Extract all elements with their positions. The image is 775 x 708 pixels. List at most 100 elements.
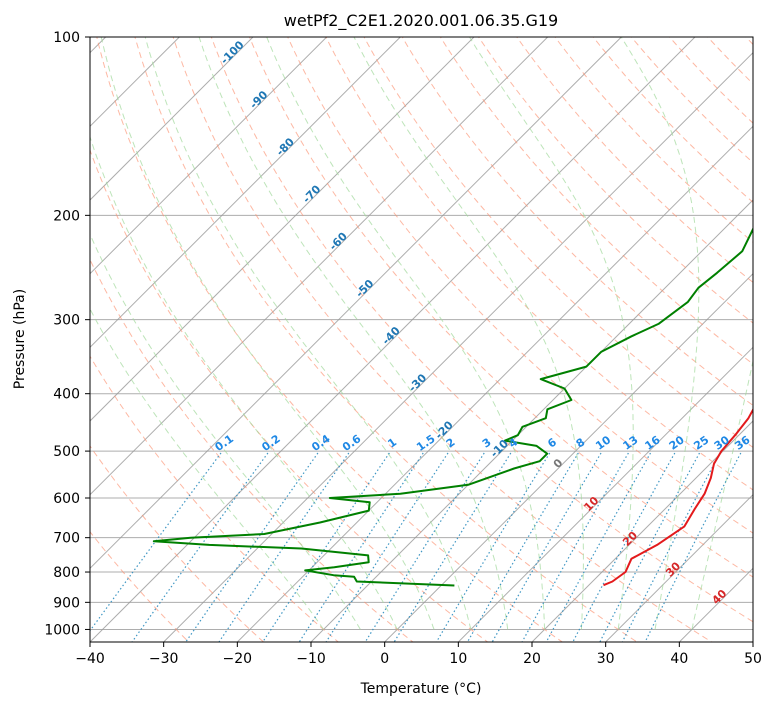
isotherm-label: -60 [327,230,350,253]
x-axis-title: Temperature (°C) [360,681,482,697]
isotherm-label: 30 [663,559,683,579]
isotherm-line [90,37,622,570]
mixing-ratio-line [572,452,676,642]
dry-adiabat-line [439,37,753,365]
isotherm-line [678,567,753,642]
mixing-ratio-line [131,452,269,642]
dry-adiabat-line [90,148,489,642]
x-tick-label: −20 [223,651,253,667]
dry-adiabat-line [745,37,753,46]
isotherm-label: -40 [380,324,403,347]
isotherm-line [163,51,753,642]
moist-adiabat-line [100,37,435,630]
moist-adiabat-line [620,37,700,630]
dewpoint-profile-line [152,226,753,587]
mixing-ratio-line [521,452,629,642]
dry-adiabat-line [90,445,265,642]
moist-adiabat-line [353,37,584,630]
mixing-ratio-line [435,452,551,642]
mixing-ratio-line [621,452,721,642]
y-tick-label: 700 [53,531,80,547]
plot-frame [89,36,754,643]
isotherm-line [90,37,549,496]
moist-adiabat-line [90,135,398,630]
isotherm-line [90,37,254,201]
y-tick-label: 200 [53,208,80,224]
x-tick-label: −10 [296,651,326,667]
dry-adiabat-line [248,37,753,578]
mixing-ratio-label: 2 [444,436,458,451]
mixing-ratio-line [364,452,485,642]
dry-adiabat-line [401,37,753,406]
moist-adiabat-line [691,358,753,630]
mixing-ratio-label: 6 [545,435,559,450]
dry-adiabat-line [363,37,753,448]
dry-adiabat-line [172,37,713,642]
y-tick-label: 900 [53,595,80,611]
axes: −40 −30 −20 −10 0 10 20 30 40 50 100 200 300 400 500 60… [44,30,762,667]
isotherm-line [236,125,753,642]
isotherm-label: 10 [581,494,601,514]
isotherm-label: 20 [620,529,640,549]
moist-adiabat-line [266,37,546,630]
dry-adiabat-line [287,37,753,534]
isotherm-line [310,199,753,642]
dry-adiabat-line [668,37,753,124]
dry-adiabat-line [90,530,190,642]
moist-adiabat-line [144,37,472,630]
mixing-ratio-label: 10 [593,433,613,453]
dry-adiabat-line [96,37,564,642]
y-tick-label: 300 [53,313,80,329]
isotherm-label: -50 [353,277,376,300]
chart-title: wetPf2_C2E1.2020.001.06.35.G19 [284,11,558,31]
mixing-ratio-label: 16 [643,433,663,453]
y-tick-label: 800 [53,565,80,581]
dry-adiabat-line [554,37,753,243]
y-tick-label: 400 [53,387,80,403]
y-tick-label: 100 [53,30,80,46]
y-tick-label: 600 [53,491,80,507]
mixing-ratio-line [218,452,350,642]
moist-adiabat-line [469,37,634,630]
isotherm-label: -100 [218,38,247,67]
temperature-profile-line [603,407,753,587]
dry-adiabat-line [592,37,753,203]
isotherm-line [752,641,753,642]
x-tick-label: 40 [670,651,688,667]
mixing-ratio-line [185,452,319,642]
isotherm-line [605,493,753,642]
y-tick-label: 1000 [44,622,80,638]
dry-adiabat-line [90,355,339,642]
isotherm-line [90,37,475,422]
x-tick-label: −40 [75,651,105,667]
isotherm-line [90,37,696,642]
y-tick-label: 500 [53,444,80,460]
isotherm-line [457,346,753,642]
y-axis-title: Pressure (hPa) [12,289,28,389]
moist-adiabat-line [198,37,509,630]
mixing-ratio-line [491,452,602,642]
moist-adiabat-line [90,232,361,630]
x-tick-label: 30 [597,651,615,667]
isotherm-label: -30 [406,371,429,394]
x-tick-label: 0 [380,651,389,667]
isotherm-line [384,272,753,642]
data-series [152,226,753,587]
isotherm-label: -90 [247,88,270,111]
isotherm-label: -70 [300,182,323,205]
mixing-ratio-label: 20 [667,433,687,453]
moist-adiabat-line [90,308,325,630]
mixing-ratio-line [644,452,742,642]
dry-adiabat-line [706,37,753,85]
mixing-ratio-label: 25 [691,433,711,452]
mixing-ratio-label: 13 [621,433,641,452]
x-tick-label: 10 [449,651,467,667]
mixing-ratio-line [545,452,652,642]
mixing-ratio-label: 30 [712,433,732,453]
mixing-ratio-line [262,452,390,642]
x-tick-label: −30 [149,651,179,667]
isotherm-label: -80 [274,135,297,158]
dry-adiabat-line [516,37,753,284]
isotherm-line [90,37,328,275]
